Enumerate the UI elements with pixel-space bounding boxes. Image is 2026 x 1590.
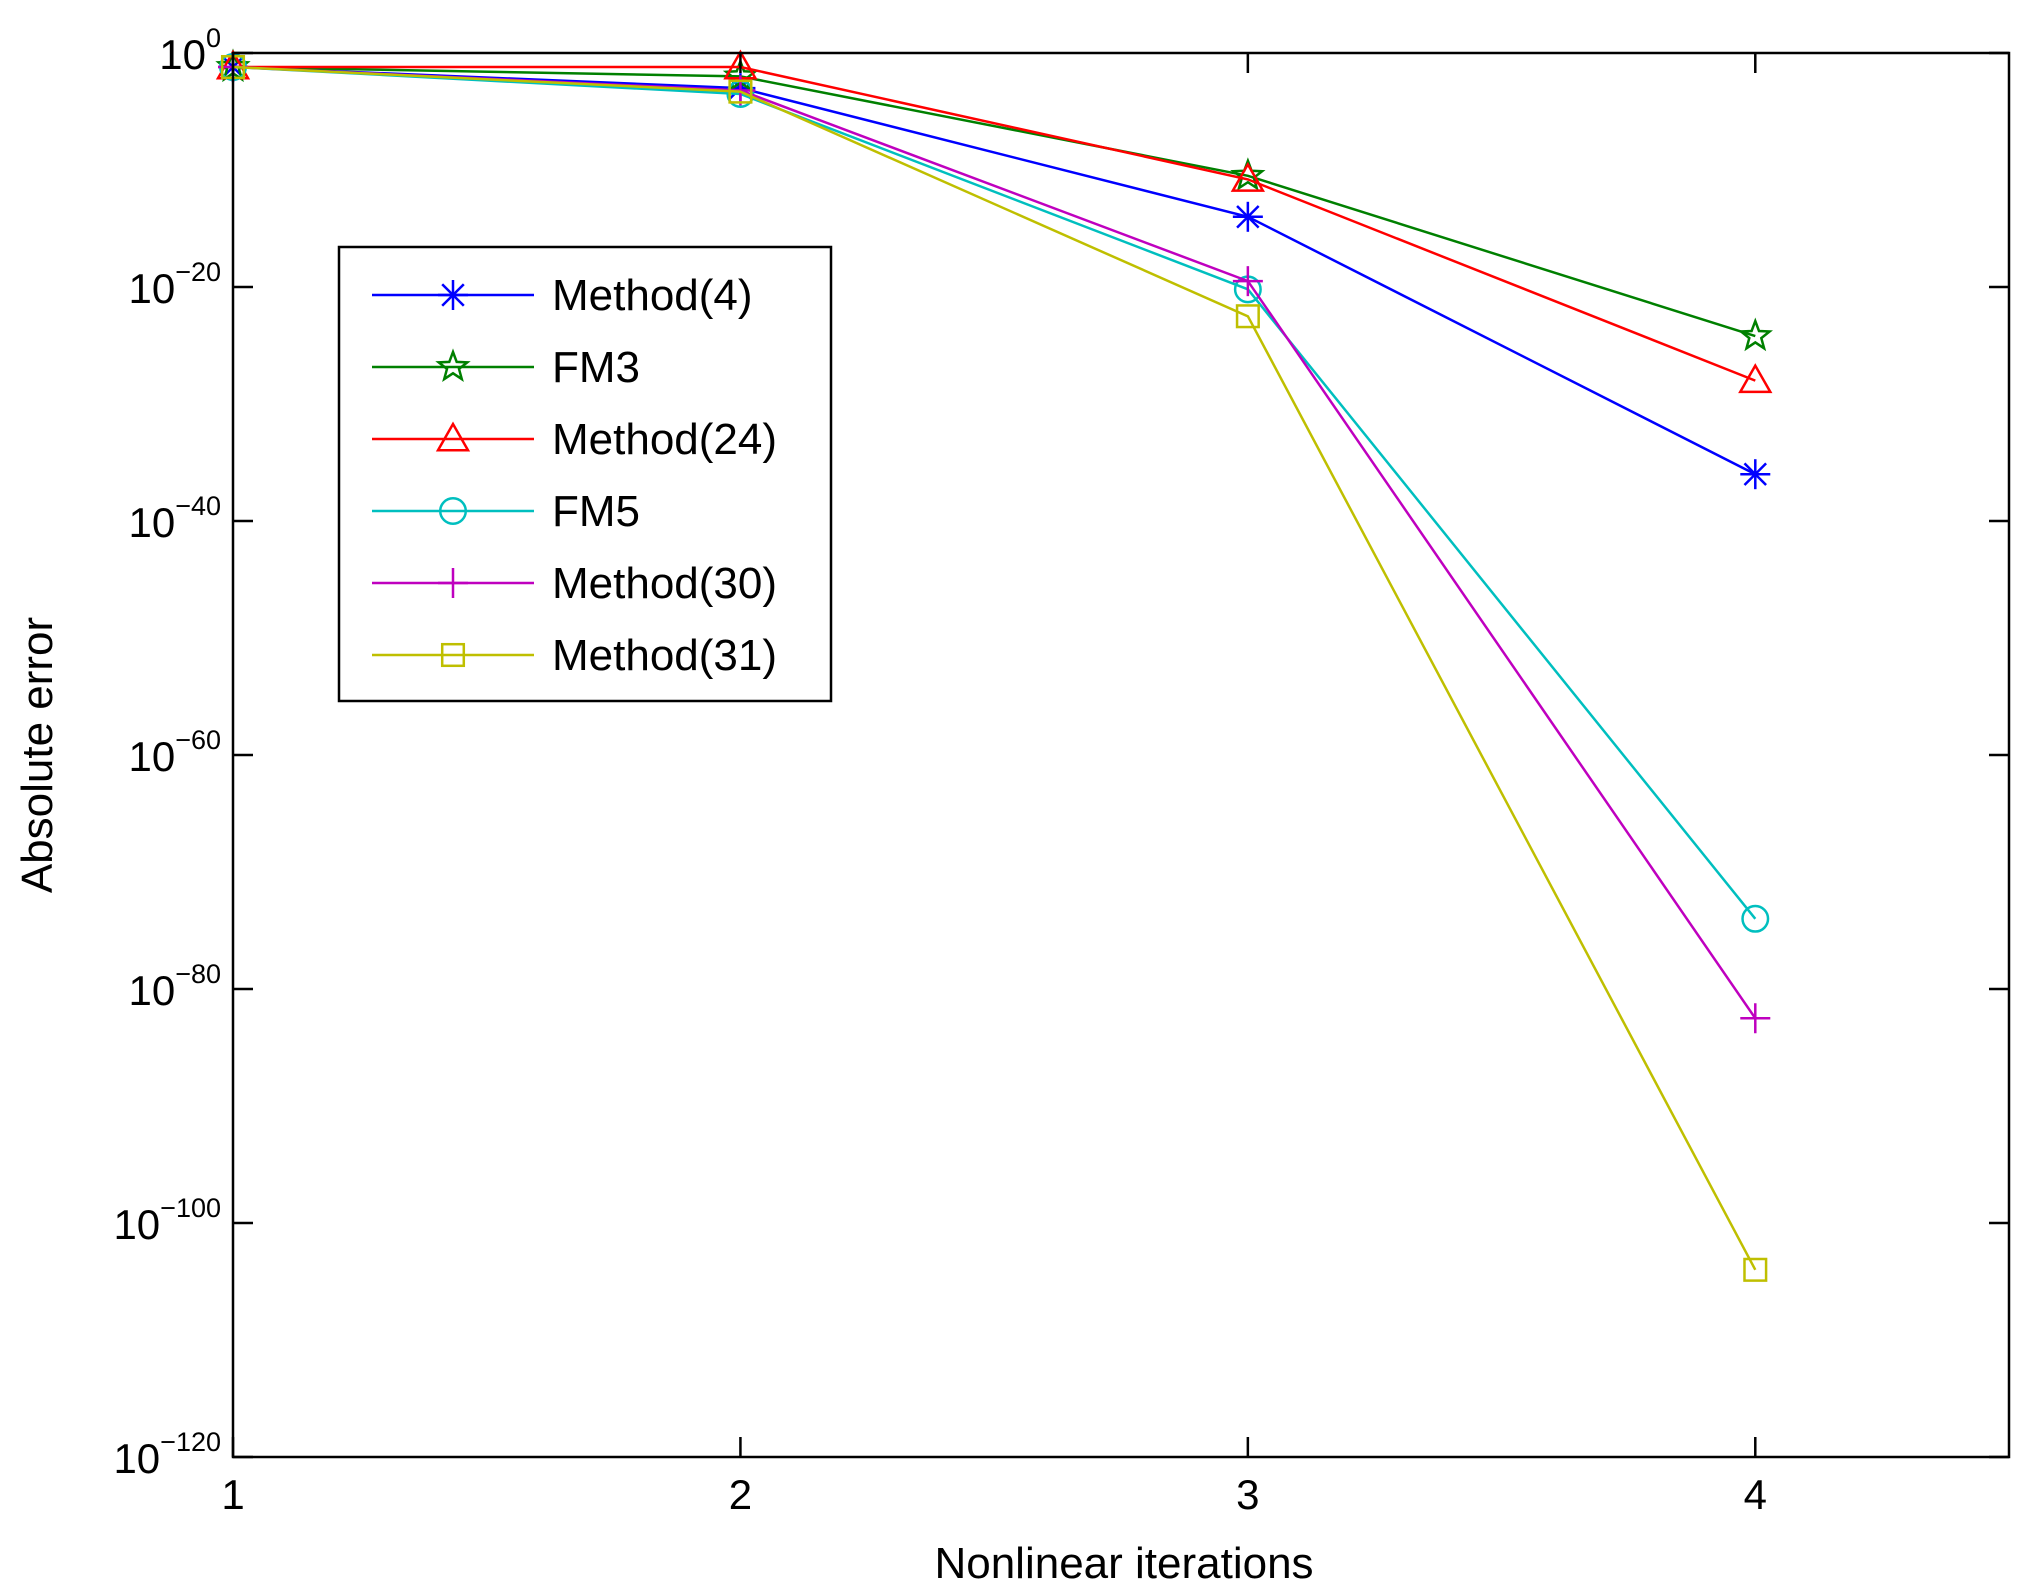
marker-circle	[439, 497, 467, 525]
legend-item: Method(4)	[372, 271, 753, 320]
legend-item: Method(24)	[372, 415, 777, 464]
y-tick-exponent: −40	[175, 491, 221, 521]
x-tick-label: 3	[1236, 1471, 1259, 1518]
series-line	[233, 65, 1756, 382]
legend-item: FM3	[372, 343, 640, 392]
legend-box	[337, 245, 833, 703]
x-tick-label: 4	[1744, 1471, 1767, 1518]
marker-circle	[1741, 904, 1770, 933]
y-tick-base: 10	[159, 31, 206, 78]
marker-triangle	[1738, 363, 1773, 394]
legend-label: Method(24)	[552, 415, 777, 464]
y-tick-label: 10−40	[128, 491, 221, 546]
legend-label: FM3	[552, 343, 640, 392]
legend-label: Method(31)	[552, 631, 777, 680]
y-tick-label: 10−60	[128, 725, 221, 780]
y-tick-base: 10	[113, 1435, 160, 1482]
x-tick-label: 1	[221, 1471, 244, 1518]
marker-asterisk	[1232, 201, 1263, 232]
marker-asterisk	[438, 280, 468, 310]
marker-triangle	[435, 421, 471, 452]
marker-plus	[1740, 1003, 1771, 1034]
y-tick-label: 10−80	[128, 959, 221, 1014]
y-tick-exponent: −80	[175, 959, 221, 989]
y-tick-label: 10−120	[113, 1427, 221, 1482]
y-tick-exponent: −20	[175, 257, 221, 287]
y-axis-label: Absolute error	[13, 617, 62, 893]
legend-label: Method(4)	[552, 271, 753, 320]
marker-asterisk	[1740, 459, 1771, 490]
marker-plus	[1232, 266, 1263, 297]
series-line	[232, 65, 1757, 1271]
marker-square	[440, 642, 466, 668]
y-tick-exponent: 0	[206, 23, 221, 53]
y-tick-label: 100	[159, 23, 221, 78]
y-tick-label: 10−100	[113, 1193, 221, 1248]
legend-label: FM5	[552, 487, 640, 536]
marker-star	[1737, 317, 1773, 352]
y-tick-exponent: −60	[175, 725, 221, 755]
legend: Method(4) FM3 Method(24) FM5 Method(30) Metho…	[337, 245, 833, 703]
marker-square	[1743, 1257, 1768, 1282]
legend-item: Method(30)	[372, 559, 777, 608]
y-tick-base: 10	[113, 1201, 160, 1248]
y-tick-exponent: −100	[160, 1193, 221, 1223]
marker-plus	[438, 568, 468, 598]
series-layer	[215, 48, 1773, 1282]
marker-square	[1235, 304, 1260, 329]
y-tick-base: 10	[128, 733, 175, 780]
y-tick-exponent: −120	[160, 1427, 221, 1457]
x-tick-label: 2	[729, 1471, 752, 1518]
marker-square	[728, 79, 753, 104]
legend-item: FM5	[372, 487, 640, 536]
series-line	[232, 65, 1756, 338]
legend-item: Method(31)	[372, 631, 777, 680]
marker-star	[435, 348, 471, 382]
y-tick-base: 10	[128, 499, 175, 546]
y-tick-base: 10	[128, 967, 175, 1014]
y-tick-label: 10−20	[128, 257, 221, 312]
marker-star	[1230, 157, 1266, 191]
x-axis-label: Nonlinear iterations	[934, 1539, 1313, 1588]
marker-triangle	[1230, 161, 1266, 192]
legend-label: Method(30)	[552, 559, 777, 608]
y-tick-base: 10	[128, 265, 175, 312]
